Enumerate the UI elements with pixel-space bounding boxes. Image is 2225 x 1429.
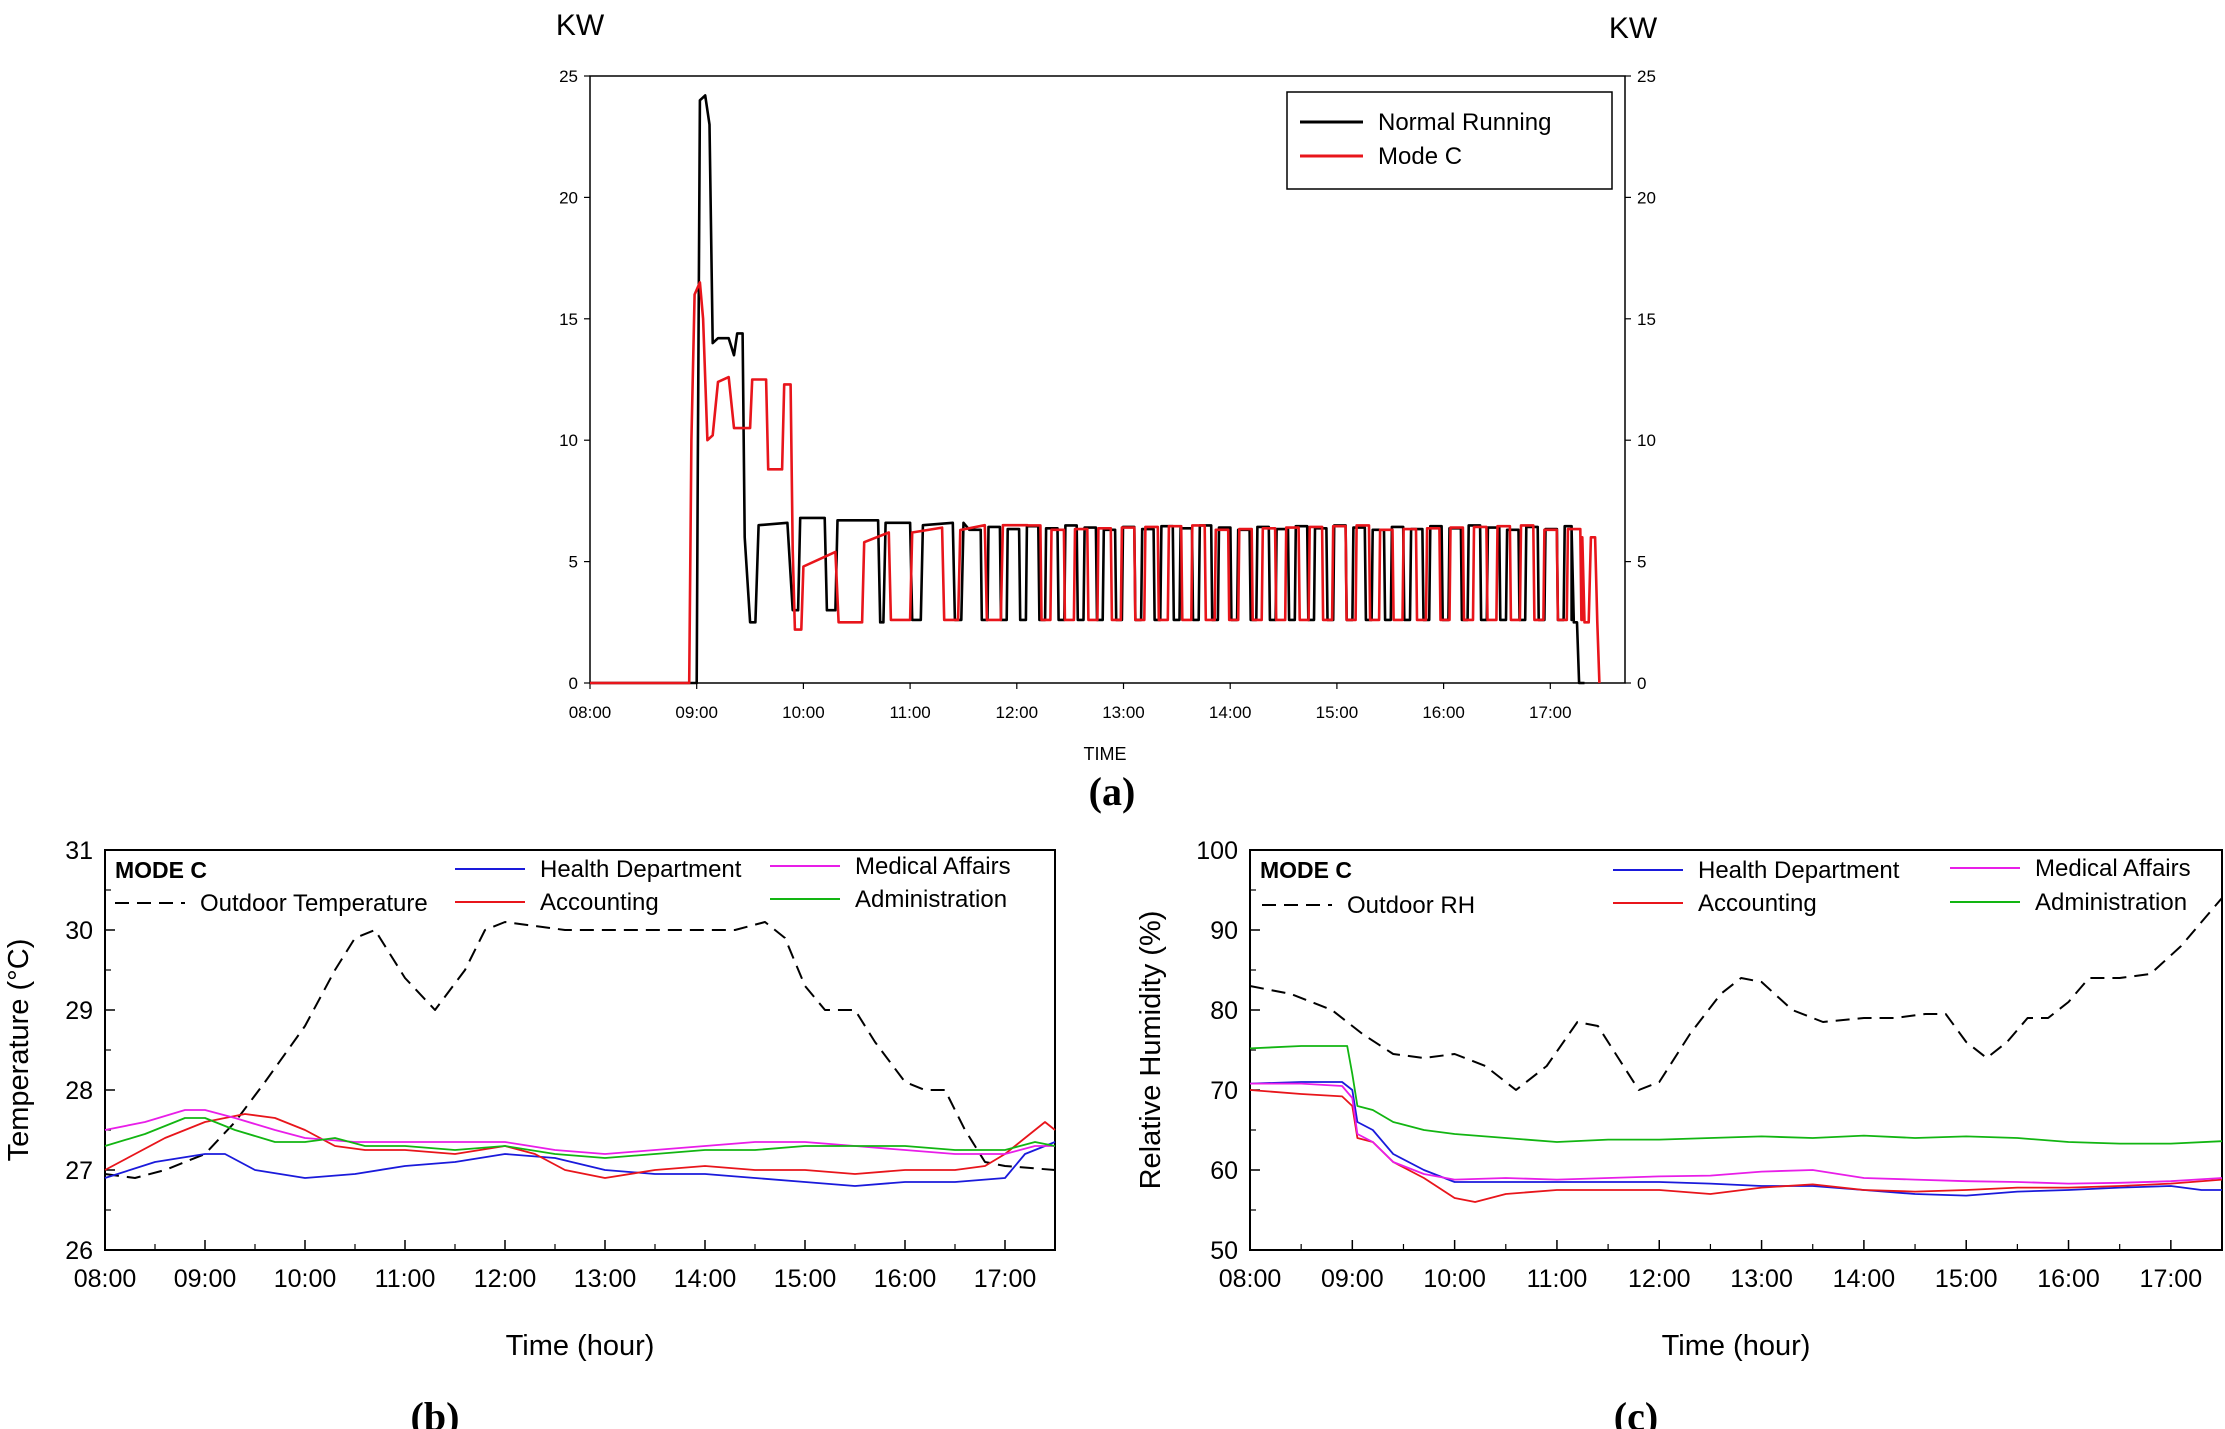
- chart-a-plot-frame: [589, 75, 1626, 684]
- chart-c-series-accounting-line: [1249, 1089, 2223, 1203]
- chart-b-legend-label: Medical Affairs: [855, 853, 1011, 880]
- chart-b-series-administration-line: [104, 1117, 1056, 1159]
- chart-a-xtick-label: 09:00: [675, 703, 718, 722]
- chart-a-ytick-label-left: 20: [559, 188, 578, 207]
- chart-b-ytick-label: 31: [65, 837, 93, 865]
- chart-a-ytick-label-right: 5: [1637, 553, 1646, 572]
- chart-a-xtick-label: 17:00: [1529, 703, 1572, 722]
- chart-a-xtick-label: 13:00: [1102, 703, 1145, 722]
- chart-c-ytick-label: 70: [1210, 1077, 1238, 1105]
- chart-a-ylabel-left: KW: [556, 9, 605, 42]
- chart-c: 50 60 70 80 90 100 08:00 09:00 10:00 11:00 12:00 13…: [1135, 837, 2223, 1429]
- chart-a-ytick-label-right: 0: [1637, 674, 1646, 693]
- chart-c-ytick-label: 50: [1210, 1237, 1238, 1265]
- chart-b-xtick-label: 14:00: [674, 1265, 737, 1293]
- chart-c-legend-label: Accounting: [1698, 890, 1817, 917]
- chart-a-series-normal-running-line: [590, 94, 1585, 685]
- chart-b-series-outdoor-temperature-line: [104, 921, 1056, 1179]
- chart-b-xtick-label: 12:00: [474, 1265, 537, 1293]
- chart-b-xtick-label: 16:00: [874, 1265, 937, 1293]
- chart-a-xtick-label: 16:00: [1422, 703, 1465, 722]
- chart-c-legend-label: Medical Affairs: [2035, 855, 2191, 882]
- chart-c-ytick-label: 80: [1210, 997, 1238, 1025]
- chart-b-ylabel: Temperature (°C): [3, 939, 35, 1162]
- chart-a-xtick-label: 10:00: [782, 703, 825, 722]
- chart-c-ytick-label: 60: [1210, 1157, 1238, 1185]
- chart-b-ytick-label: 30: [65, 917, 93, 945]
- chart-b-xtick-label: 15:00: [774, 1265, 837, 1293]
- chart-b-xtick-label: 10:00: [274, 1265, 337, 1293]
- chart-c-ytick-label: 90: [1210, 917, 1238, 945]
- chart-a-ytick-label-left: 25: [559, 67, 578, 86]
- chart-c-legend-label: Outdoor RH: [1347, 892, 1475, 919]
- chart-b-legend-label: Accounting: [540, 889, 659, 916]
- chart-b-series-health-department-line: [104, 1141, 1056, 1187]
- chart-b-xtick-label: 11:00: [375, 1265, 436, 1293]
- chart-b-xtick-label: 13:00: [574, 1265, 637, 1293]
- chart-c-mode-label: MODE C: [1260, 857, 1352, 883]
- chart-b-ytick-label: 29: [65, 997, 93, 1025]
- chart-b-ytick-label: 27: [65, 1157, 93, 1185]
- chart-c-legend-label: Health Department: [1698, 857, 1900, 884]
- chart-a-ytick-label-right: 15: [1637, 310, 1656, 329]
- chart-c-caption: (c): [1614, 1394, 1658, 1429]
- chart-c-xtick-label: 14:00: [1833, 1265, 1896, 1293]
- chart-c-xtick-label: 15:00: [1935, 1265, 1998, 1293]
- chart-a-xlabel: TIME: [1084, 744, 1127, 764]
- chart-c-ylabel: Relative Humidity (%): [1135, 911, 1167, 1190]
- chart-b-ytick-label: 26: [65, 1237, 93, 1265]
- chart-c-xtick-label: 16:00: [2037, 1265, 2100, 1293]
- chart-b-caption: (b): [411, 1394, 460, 1429]
- chart-a-xtick-label: 08:00: [569, 703, 612, 722]
- chart-b-xtick-label: 17:00: [974, 1265, 1037, 1293]
- chart-a-series-mode-c-line: [590, 281, 1601, 685]
- chart-b-legend-label: Administration: [855, 886, 1007, 913]
- chart-a-ytick-label-left: 10: [559, 431, 578, 450]
- chart-c-ytick-label: 100: [1196, 837, 1238, 865]
- chart-a-ytick-label-left: 5: [569, 553, 578, 572]
- chart-a-legend-label: Mode C: [1378, 143, 1462, 170]
- chart-c-xtick-label: 12:00: [1628, 1265, 1691, 1293]
- chart-b-legend-label: Health Department: [540, 856, 742, 883]
- chart-a-xtick-label: 14:00: [1209, 703, 1252, 722]
- chart-c-series-administration-line: [1249, 1045, 2223, 1145]
- chart-c-xtick-label: 09:00: [1321, 1265, 1384, 1293]
- chart-a: 0 0 5 5 10 10 15 15 20 20 25 25 08:00 09:00 10:00 11:00…: [556, 9, 1658, 814]
- chart-c-legend-label: Administration: [2035, 889, 2187, 916]
- chart-b-series-accounting-line: [104, 1113, 1056, 1179]
- chart-c-series-outdoor-rh-line: [1249, 897, 2223, 1091]
- chart-c-xtick-label: 13:00: [1730, 1265, 1793, 1293]
- chart-b-xlabel: Time (hour): [506, 1330, 655, 1362]
- chart-c-series-health-department-line: [1249, 1081, 2222, 1197]
- chart-a-ytick-label-left: 15: [559, 310, 578, 329]
- chart-c-xtick-label: 10:00: [1423, 1265, 1486, 1293]
- chart-c-xtick-label: 17:00: [2140, 1265, 2203, 1293]
- chart-a-legend-label: Normal Running: [1378, 109, 1551, 136]
- chart-b-xtick-label: 09:00: [174, 1265, 237, 1293]
- chart-b-mode-label: MODE C: [115, 857, 207, 883]
- chart-a-caption: (a): [1089, 769, 1136, 814]
- chart-a-ytick-label-right: 25: [1637, 67, 1656, 86]
- chart-a-ytick-label-right: 20: [1637, 188, 1656, 207]
- chart-c-xtick-label: 08:00: [1219, 1265, 1282, 1293]
- chart-c-series-medical-affairs-line: [1250, 1082, 2223, 1185]
- chart-a-ytick-label-left: 0: [569, 674, 578, 693]
- chart-a-legend-box: [1286, 91, 1613, 190]
- chart-a-ylabel-right: KW: [1609, 12, 1658, 45]
- chart-c-xlabel: Time (hour): [1662, 1330, 1811, 1362]
- chart-b: 26 27 28 29 30 31 08:00 09:00 10:00 11:00 12:00 13:…: [3, 837, 1056, 1429]
- chart-a-xtick-label: 12:00: [996, 703, 1039, 722]
- chart-b-ytick-label: 28: [65, 1077, 93, 1105]
- chart-b-xtick-label: 08:00: [74, 1265, 137, 1293]
- chart-b-legend-label: Outdoor Temperature: [200, 890, 428, 917]
- chart-c-xtick-label: 11:00: [1527, 1265, 1588, 1293]
- chart-a-xtick-label: 15:00: [1316, 703, 1359, 722]
- chart-a-xtick-label: 11:00: [889, 703, 930, 722]
- chart-b-series-medical-affairs-line: [104, 1109, 1055, 1155]
- chart-a-ytick-label-right: 10: [1637, 431, 1656, 450]
